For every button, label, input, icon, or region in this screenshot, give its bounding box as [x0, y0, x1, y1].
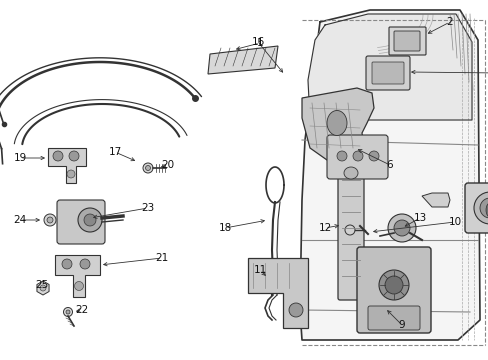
Ellipse shape	[387, 214, 415, 242]
Text: 10: 10	[447, 217, 461, 227]
FancyBboxPatch shape	[371, 62, 403, 84]
Ellipse shape	[80, 259, 90, 269]
Polygon shape	[302, 88, 373, 160]
Text: 24: 24	[13, 215, 26, 225]
Text: 2: 2	[446, 17, 452, 27]
Ellipse shape	[479, 198, 488, 218]
Polygon shape	[48, 148, 86, 183]
Ellipse shape	[345, 225, 354, 235]
Ellipse shape	[47, 217, 53, 223]
Text: 9: 9	[398, 320, 405, 330]
Polygon shape	[247, 258, 307, 328]
FancyBboxPatch shape	[57, 200, 105, 244]
FancyBboxPatch shape	[464, 183, 488, 233]
Text: 23: 23	[141, 203, 154, 213]
FancyBboxPatch shape	[367, 306, 419, 330]
FancyBboxPatch shape	[337, 166, 363, 300]
Polygon shape	[307, 14, 471, 120]
Text: 6: 6	[386, 160, 392, 170]
Polygon shape	[299, 10, 479, 340]
Text: 12: 12	[318, 223, 331, 233]
Ellipse shape	[485, 203, 488, 217]
Ellipse shape	[62, 259, 72, 269]
Text: 22: 22	[75, 305, 88, 315]
FancyBboxPatch shape	[326, 135, 387, 179]
Text: 17: 17	[108, 147, 122, 157]
Ellipse shape	[44, 214, 56, 226]
Ellipse shape	[384, 276, 402, 294]
Ellipse shape	[145, 166, 150, 171]
Polygon shape	[421, 193, 449, 207]
Text: 21: 21	[155, 253, 168, 263]
Ellipse shape	[78, 208, 102, 232]
FancyBboxPatch shape	[393, 31, 419, 51]
Text: 16: 16	[251, 37, 264, 47]
Ellipse shape	[288, 303, 303, 317]
FancyBboxPatch shape	[356, 247, 430, 333]
Text: 1: 1	[256, 38, 263, 48]
Ellipse shape	[53, 151, 63, 161]
Polygon shape	[55, 255, 100, 297]
Polygon shape	[207, 46, 278, 74]
Ellipse shape	[84, 214, 96, 226]
Text: 11: 11	[253, 265, 266, 275]
Ellipse shape	[63, 307, 72, 316]
Text: 25: 25	[35, 280, 48, 290]
Ellipse shape	[352, 151, 362, 161]
Ellipse shape	[378, 270, 408, 300]
Text: 19: 19	[13, 153, 26, 163]
Ellipse shape	[40, 285, 46, 291]
Ellipse shape	[343, 167, 357, 179]
Ellipse shape	[142, 163, 153, 173]
Ellipse shape	[67, 170, 75, 178]
Ellipse shape	[74, 282, 83, 291]
FancyBboxPatch shape	[365, 56, 409, 90]
Text: 20: 20	[161, 160, 174, 170]
Ellipse shape	[69, 151, 79, 161]
Ellipse shape	[336, 151, 346, 161]
Ellipse shape	[66, 310, 70, 314]
FancyBboxPatch shape	[388, 27, 425, 55]
Ellipse shape	[473, 192, 488, 224]
Ellipse shape	[393, 220, 409, 236]
Text: 13: 13	[412, 213, 426, 223]
Ellipse shape	[326, 111, 346, 135]
Ellipse shape	[368, 151, 378, 161]
Text: 18: 18	[218, 223, 231, 233]
